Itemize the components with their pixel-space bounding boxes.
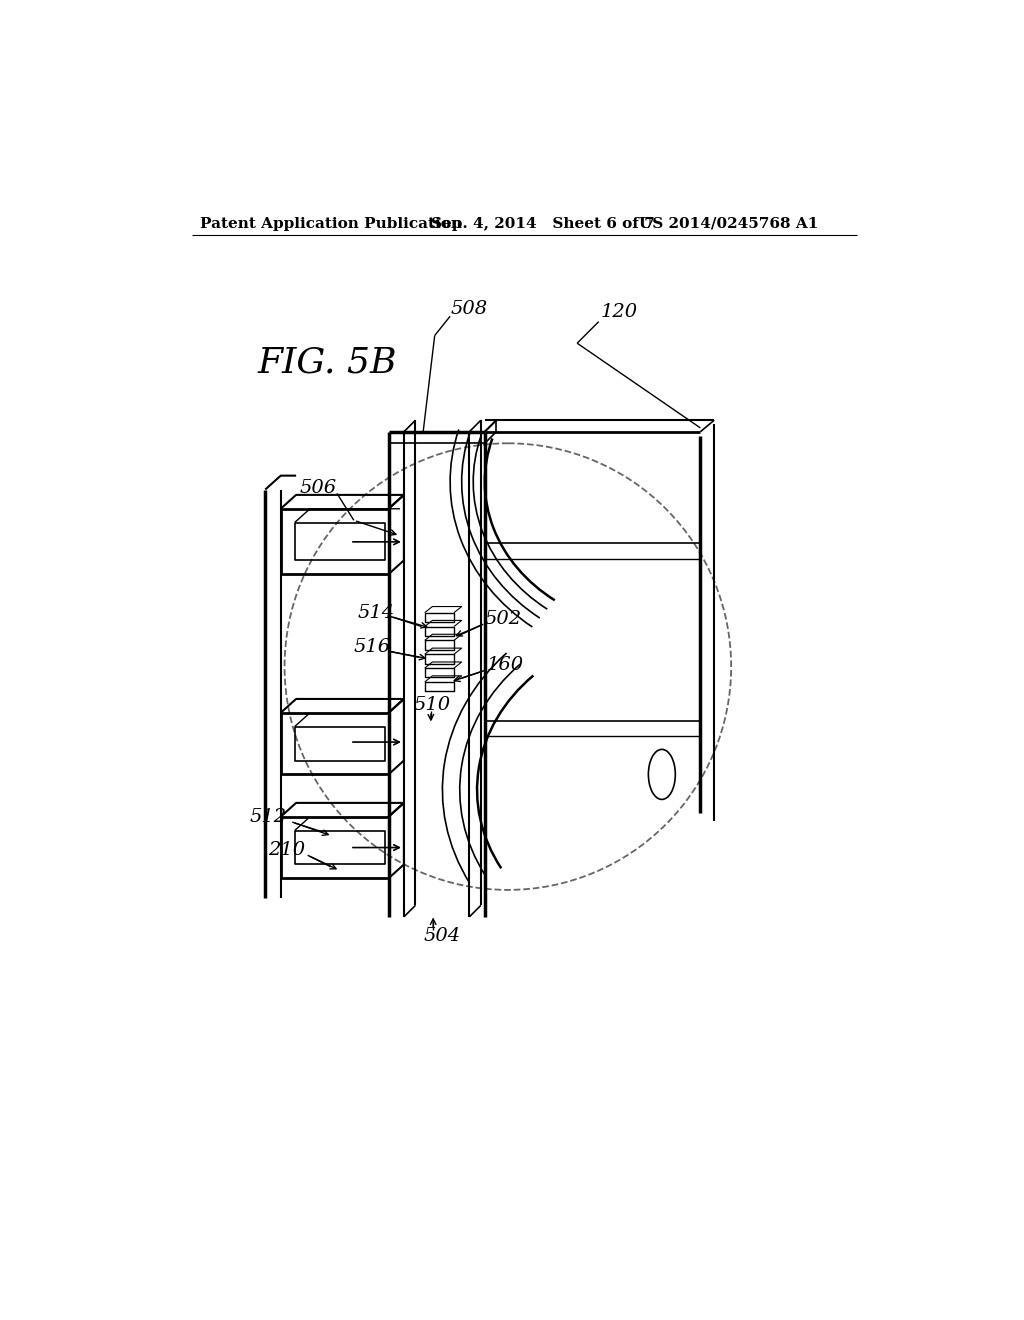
Text: FIG. 5B: FIG. 5B <box>258 346 397 379</box>
Text: 508: 508 <box>451 300 487 318</box>
Text: 512: 512 <box>250 808 287 826</box>
Text: 510: 510 <box>414 696 451 714</box>
Text: Patent Application Publication: Patent Application Publication <box>200 216 462 231</box>
Text: US 2014/0245768 A1: US 2014/0245768 A1 <box>639 216 818 231</box>
Text: 210: 210 <box>267 841 305 859</box>
Text: 120: 120 <box>600 304 637 321</box>
Text: 516: 516 <box>354 639 391 656</box>
Text: 514: 514 <box>357 603 395 622</box>
Text: 160: 160 <box>486 656 523 675</box>
Text: 502: 502 <box>484 610 522 628</box>
Text: Sep. 4, 2014   Sheet 6 of 7: Sep. 4, 2014 Sheet 6 of 7 <box>431 216 654 231</box>
Text: 504: 504 <box>423 927 460 945</box>
Text: 506: 506 <box>300 479 337 496</box>
